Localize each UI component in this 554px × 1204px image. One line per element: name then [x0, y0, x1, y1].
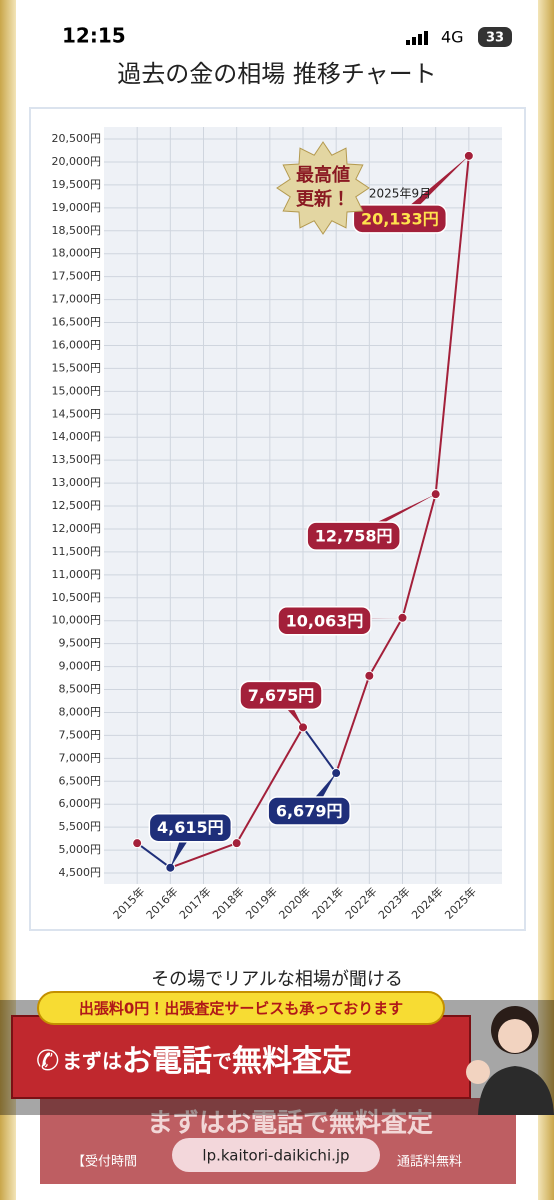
data-label: 12,758円	[315, 527, 393, 546]
line-segment	[401, 493, 437, 619]
date-note: 2025年9月	[369, 187, 431, 201]
data-label: 7,675円	[248, 686, 315, 705]
line-segment	[169, 842, 238, 869]
point	[231, 838, 242, 849]
line-segment	[136, 842, 171, 869]
y-tick-label: 5,500円	[59, 820, 102, 833]
operator	[466, 1006, 554, 1115]
y-tick-label: 17,000円	[52, 293, 102, 306]
url[interactable]: lp.kaitori-daikichi.jp	[202, 1147, 349, 1165]
y-tick-label: 13,500円	[52, 453, 102, 466]
y-tick-label: 10,000円	[52, 614, 102, 627]
point	[132, 838, 143, 849]
phone-icon: ✆	[36, 1044, 59, 1077]
line-segment	[434, 155, 470, 495]
data-label: 6,679円	[276, 802, 343, 821]
y-tick-label: 9,500円	[59, 637, 102, 650]
badge-line: 更新！	[296, 188, 350, 210]
promo-lead: その場でリアルな相場が聞ける	[151, 969, 403, 990]
y-tick-label: 17,500円	[52, 270, 102, 283]
line-segment	[302, 726, 337, 774]
clock: 12:15	[62, 24, 126, 48]
callout	[239, 680, 323, 711]
y-tick-label: 10,500円	[52, 591, 102, 604]
callout	[352, 204, 448, 234]
y-tick-label: 18,500円	[52, 224, 102, 237]
point	[364, 670, 375, 681]
call-button[interactable]	[11, 1015, 471, 1099]
y-tick-label: 14,000円	[52, 430, 102, 443]
y-tick-label: 19,500円	[52, 178, 102, 191]
call-text-d: 無料査定	[232, 1044, 352, 1079]
page-title: 過去の金の相場 推移チャート	[117, 60, 436, 88]
y-tick-label: 12,500円	[52, 499, 102, 512]
callout	[148, 812, 233, 843]
y-tick-label: 13,000円	[52, 476, 102, 489]
y-tick-label: 5,000円	[59, 843, 102, 856]
callout	[267, 796, 351, 826]
y-tick-label: 6,500円	[59, 774, 102, 787]
frame-right	[538, 0, 554, 1200]
data-label: 10,063円	[286, 611, 364, 630]
data-label: 20,133円	[361, 209, 439, 228]
call-text-a: まずは	[62, 1049, 122, 1073]
y-tick-label: 20,500円	[52, 132, 102, 145]
ribbon-text: 出張料0円！出張査定サービスも承っております	[79, 1000, 403, 1018]
y-tick-label: 19,000円	[52, 201, 102, 214]
signal	[406, 31, 428, 45]
call-text[interactable]: まずはお電話で無料査定	[62, 1044, 352, 1079]
callout	[306, 521, 401, 551]
battery	[478, 27, 512, 47]
y-tick-label: 11,500円	[52, 545, 102, 558]
y-tick-label: 8,500円	[59, 683, 102, 696]
y-tick-label: 11,000円	[52, 568, 102, 581]
y-tick-label: 9,000円	[59, 660, 102, 673]
ribbon	[37, 991, 445, 1025]
y-tick-label: 8,000円	[59, 705, 102, 718]
y-tick-label: 18,000円	[52, 247, 102, 260]
promo: その場でリアルな相場が聞ける まずはお電話で無料査定 【受付時間 通話料無料 l…	[0, 969, 554, 1184]
battery-level: 33	[486, 31, 504, 46]
toll-free: 通話料無料	[397, 1155, 462, 1170]
data-label: 4,615円	[157, 818, 224, 837]
badge-line: 最高値	[296, 164, 350, 186]
back-button-text: まずはお電話で無料査定	[147, 1109, 433, 1139]
y-tick-label: 7,500円	[59, 728, 102, 741]
line-segment	[335, 675, 371, 774]
call-text-b: お電話	[122, 1044, 212, 1079]
y-tick-label: 6,000円	[59, 797, 102, 810]
y-tick-label: 4,500円	[59, 866, 102, 879]
line-segment	[368, 617, 404, 677]
y-tick-label: 20,000円	[52, 155, 102, 168]
y-tick-label: 7,000円	[59, 751, 102, 764]
callout	[277, 606, 372, 636]
y-tick-label: 16,000円	[52, 338, 102, 351]
url-pill[interactable]	[172, 1138, 380, 1172]
y-tick-label: 16,500円	[52, 316, 102, 329]
network: 4G	[441, 28, 464, 47]
y-tick-label: 14,500円	[52, 407, 102, 420]
call-text-c: で	[212, 1049, 232, 1073]
hours: 【受付時間	[72, 1155, 137, 1170]
line-segment	[235, 726, 304, 844]
y-tick-label: 12,000円	[52, 522, 102, 535]
y-tick-label: 15,000円	[52, 384, 102, 397]
badge-burst	[276, 141, 370, 235]
frame-left	[0, 0, 16, 1200]
y-tick-label: 15,500円	[52, 361, 102, 374]
callout-pointer	[393, 155, 469, 219]
